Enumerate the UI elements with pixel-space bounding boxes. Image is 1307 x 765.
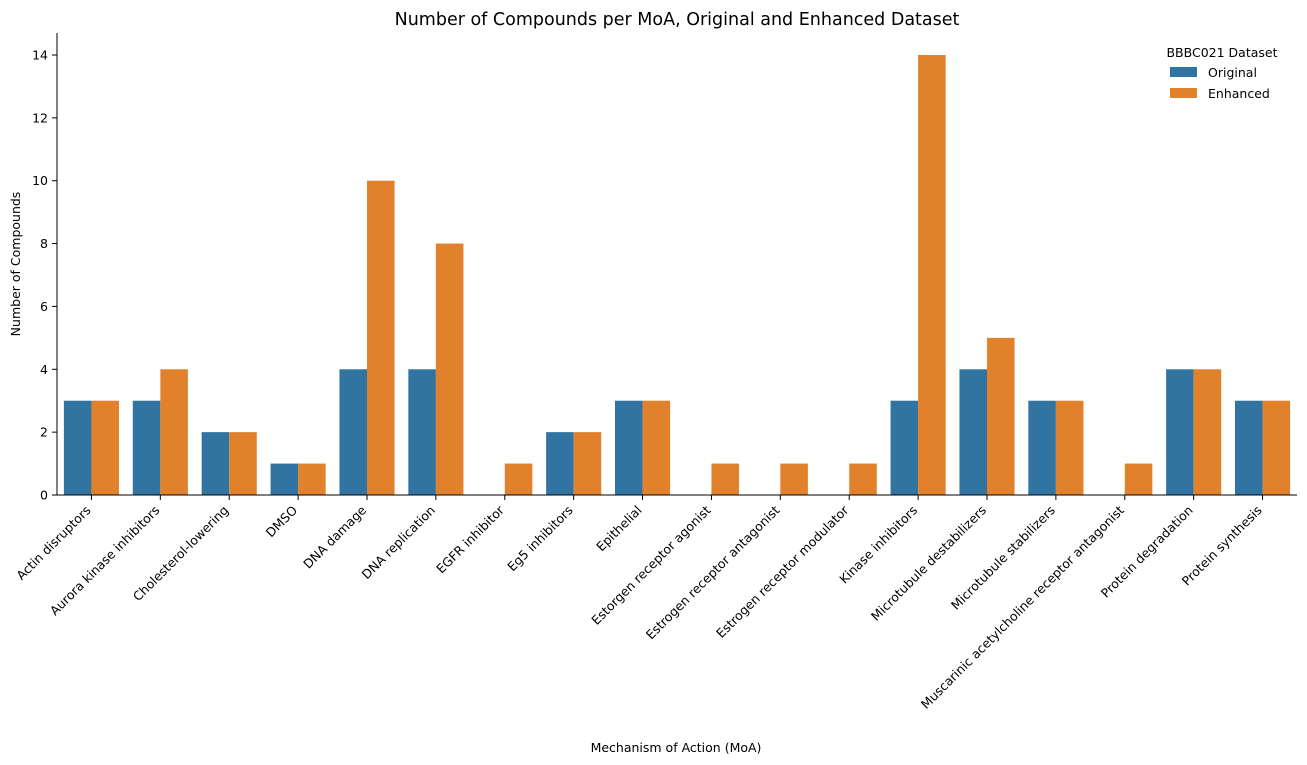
bar-original: [63, 400, 92, 495]
bars: [63, 55, 1291, 495]
x-axis-title: Mechanism of Action (MoA): [591, 740, 762, 755]
x-tick-label: DNA replication: [359, 503, 438, 582]
y-tick-label: 10: [32, 173, 48, 188]
y-tick-label: 2: [40, 425, 48, 440]
x-tick-label: Estrogen receptor antagonist: [643, 502, 783, 642]
bar-original: [408, 369, 436, 495]
y-tick-label: 6: [40, 299, 48, 314]
y-axis-ticks: 0 2 4 6 8 10 12 14: [32, 48, 57, 503]
bar-original: [201, 432, 230, 495]
bar-original: [1235, 400, 1263, 495]
bar-enhanced: [987, 337, 1015, 495]
y-tick-label: 0: [40, 488, 48, 503]
bar-enhanced: [91, 400, 119, 495]
bar-original: [890, 400, 919, 495]
bar-original: [1166, 369, 1194, 495]
y-tick-label: 4: [40, 362, 48, 377]
bar-original: [615, 400, 643, 495]
x-tick-label: Estorgen receptor agonist: [588, 502, 713, 627]
bar-enhanced: [160, 369, 188, 495]
legend: BBBC021 Dataset Original Enhanced: [1166, 45, 1277, 101]
bar-original: [1028, 400, 1056, 495]
x-tick-label: Estrogen receptor modulator: [713, 502, 852, 641]
bar-enhanced: [642, 400, 671, 495]
bar-enhanced: [435, 243, 464, 495]
bar-enhanced: [1193, 369, 1222, 495]
bar-original: [546, 432, 574, 495]
bar-original: [959, 369, 987, 495]
x-tick-label: DMSO: [263, 502, 301, 540]
bar-enhanced: [849, 463, 877, 495]
bar-enhanced: [780, 463, 808, 495]
bar-enhanced: [573, 432, 602, 495]
x-tick-label: Aurora kinase inhibitors: [47, 503, 163, 619]
x-tick-label: DNA damage: [300, 502, 369, 571]
y-tick-label: 12: [32, 110, 48, 125]
legend-label-original: Original: [1208, 65, 1257, 80]
legend-label-enhanced: Enhanced: [1208, 86, 1270, 101]
bar-enhanced: [918, 55, 946, 495]
x-tick-label: Epithelial: [593, 503, 645, 555]
bar-enhanced: [298, 463, 326, 495]
y-axis-title: Number of Compounds: [8, 192, 23, 337]
legend-title: BBBC021 Dataset: [1166, 45, 1277, 60]
bar-enhanced: [1124, 463, 1153, 495]
bar-original: [339, 369, 367, 495]
y-tick-label: 14: [32, 48, 48, 63]
bar-enhanced: [711, 463, 739, 495]
bar-enhanced: [229, 432, 257, 495]
chart-title: Number of Compounds per MoA, Original an…: [395, 10, 960, 30]
bar-enhanced: [504, 463, 533, 495]
x-tick-label: Actin disruptors: [13, 503, 93, 583]
legend-swatch-enhanced: [1170, 88, 1197, 98]
bar-enhanced: [1262, 400, 1291, 495]
bar-enhanced: [1055, 400, 1084, 495]
x-tick-label: EGFR inhibitor: [433, 502, 507, 576]
bar-original: [132, 400, 161, 495]
bar-enhanced: [367, 180, 395, 495]
legend-swatch-original: [1170, 67, 1197, 77]
x-tick-label: Microtubule destabilizers: [868, 503, 989, 624]
bar-original: [270, 463, 299, 495]
x-tick-label: Eg5 inhibitors: [504, 503, 576, 575]
y-tick-label: 8: [40, 236, 48, 251]
